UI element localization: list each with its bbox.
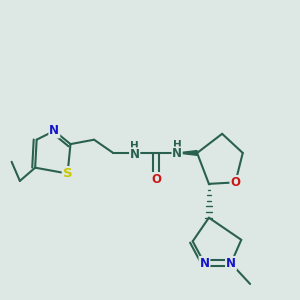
Text: H: H xyxy=(130,141,139,151)
Text: N: N xyxy=(130,148,140,161)
Text: S: S xyxy=(63,167,72,180)
Polygon shape xyxy=(177,151,197,155)
Text: O: O xyxy=(230,176,240,189)
Text: N: N xyxy=(49,124,59,137)
Text: O: O xyxy=(151,173,161,186)
Text: N: N xyxy=(172,147,182,160)
Text: H: H xyxy=(173,140,182,150)
Text: N: N xyxy=(226,257,236,270)
Text: N: N xyxy=(200,257,209,270)
